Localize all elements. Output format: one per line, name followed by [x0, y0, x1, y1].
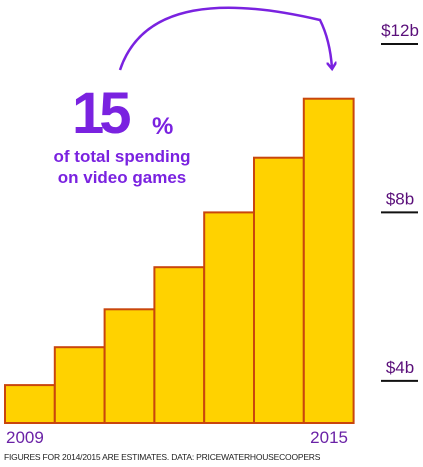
x-tick-first: 2009	[6, 428, 44, 447]
footnote: FIGURES FOR 2014/2015 ARE ESTIMATES. DAT…	[4, 452, 321, 462]
annotation-line-2: on video games	[58, 168, 186, 187]
annotation-line-1: of total spending	[54, 147, 191, 166]
annotation-arrow	[120, 8, 332, 70]
y-tick-label: $4b	[386, 358, 414, 377]
bar-2012	[154, 267, 204, 423]
x-tick-last: 2015	[310, 428, 348, 447]
y-axis: $12b $8b $4b	[381, 21, 419, 381]
y-tick-label: $12b	[381, 21, 419, 40]
bar-2013	[204, 212, 254, 423]
bar-2010	[55, 347, 105, 423]
y-tick-label: $8b	[386, 189, 414, 208]
annotation-big-number: 15	[72, 81, 130, 146]
bar-2011	[105, 309, 155, 423]
bar-2014	[254, 158, 304, 423]
bar-2015	[304, 99, 354, 423]
bar-2009	[5, 385, 55, 423]
annotation-percent: %	[152, 113, 173, 140]
